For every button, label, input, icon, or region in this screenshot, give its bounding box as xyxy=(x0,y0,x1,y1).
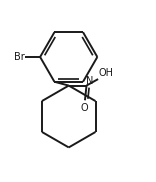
Text: O: O xyxy=(80,103,88,113)
Text: N: N xyxy=(86,76,93,86)
Text: Br: Br xyxy=(14,52,25,62)
Text: OH: OH xyxy=(99,68,114,78)
